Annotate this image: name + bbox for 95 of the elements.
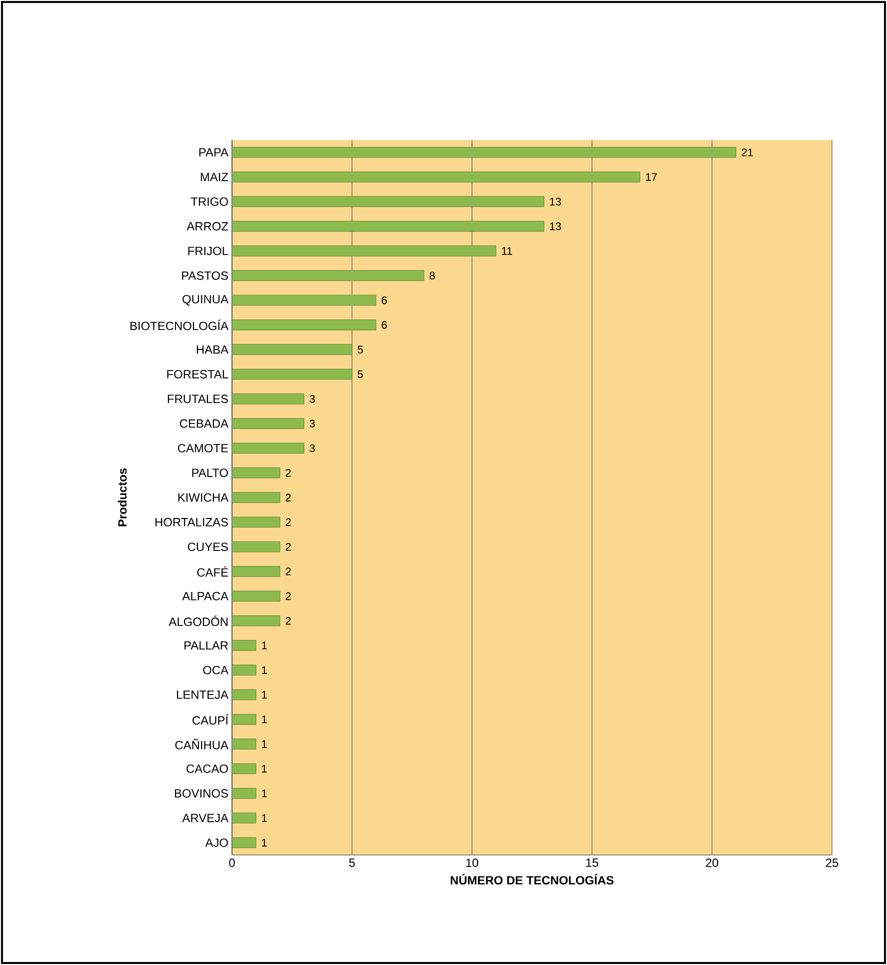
bar	[232, 788, 256, 799]
x-tick-label: 20	[706, 858, 718, 867]
data-label: 1	[262, 814, 267, 822]
y-tick-label: TRIGO	[190, 197, 228, 206]
y-tick-label: QUINUA	[182, 294, 228, 306]
bar	[232, 320, 376, 330]
bar	[232, 294, 376, 306]
bar	[232, 196, 544, 208]
bar	[232, 615, 280, 626]
y-tick-label: PALLAR	[184, 641, 228, 650]
y-tick-label: ALPACA	[182, 592, 228, 600]
y-tick-label: LENTEJA	[176, 690, 228, 699]
data-label: 5	[358, 346, 363, 354]
y-tick-label: OCA	[203, 666, 228, 674]
bar	[232, 714, 256, 725]
data-label: 1	[262, 838, 267, 846]
y-tick-label: BIOTECNOLOGÍA	[130, 320, 228, 330]
data-label: 1	[262, 666, 267, 674]
x-tick-label: 0	[229, 858, 235, 867]
data-label: 8	[430, 272, 435, 280]
y-tick-label: HORTALIZAS	[156, 518, 228, 526]
bar	[232, 837, 256, 848]
data-label: 2	[286, 469, 291, 477]
data-label: 2	[286, 542, 291, 551]
bar	[232, 368, 352, 380]
y-tick-label: CAUPÍ	[192, 714, 228, 725]
data-label: 2	[286, 616, 291, 625]
bar	[232, 246, 496, 256]
x-tick-label: 10	[466, 858, 478, 867]
data-label: 13	[550, 222, 561, 230]
bar	[232, 344, 352, 355]
data-label: 1	[262, 690, 267, 699]
data-label: 3	[310, 395, 315, 403]
bar	[232, 220, 544, 232]
y-tick-label: MAIZ	[200, 172, 228, 182]
bar	[232, 467, 280, 478]
y-tick-label: FORESTAL	[167, 370, 228, 378]
bar	[232, 640, 256, 651]
bar	[232, 270, 424, 281]
y-tick-label: PASTOS	[182, 271, 228, 280]
bar	[232, 590, 280, 602]
y-tick-label: AJO	[205, 838, 228, 847]
data-label: 11	[502, 247, 512, 255]
bar	[232, 812, 256, 824]
data-label: 2	[286, 592, 291, 600]
data-label: 6	[382, 321, 387, 329]
y-tick-label: ARROZ	[186, 222, 228, 231]
bar	[232, 442, 304, 454]
y-tick-label: CAMOTE	[178, 444, 228, 452]
x-tick-label: 5	[349, 858, 355, 867]
data-label: 6	[382, 296, 387, 304]
data-label: 1	[262, 740, 267, 748]
data-label: 3	[310, 420, 315, 428]
bar	[232, 418, 304, 429]
bar	[232, 738, 256, 750]
data-label: 1	[262, 642, 267, 650]
y-tick-label: FRIJOL	[188, 246, 228, 256]
data-label: 2	[286, 568, 291, 576]
y-tick-label: ALGODÓN	[168, 616, 228, 626]
data-label: 5	[358, 370, 363, 378]
bar	[232, 394, 304, 404]
data-label: 1	[262, 716, 267, 724]
y-tick-label: KIWICHA	[178, 493, 228, 502]
data-label: 17	[646, 173, 657, 181]
x-tick-label: 15	[586, 858, 598, 867]
y-tick-label: BOVINOS	[174, 789, 228, 798]
y-tick-label: PALTO	[192, 468, 228, 478]
bar	[232, 172, 640, 182]
x-tick-label: 25	[826, 858, 838, 867]
data-label: 3	[310, 444, 315, 452]
bar	[232, 541, 280, 552]
bar	[232, 689, 256, 700]
bar	[232, 146, 736, 158]
y-tick-label: CAÑIHUA	[175, 738, 228, 750]
bar	[232, 516, 280, 528]
bar	[232, 566, 280, 577]
data-label: 1	[262, 790, 267, 798]
data-label: 2	[286, 518, 291, 526]
y-tick-label: CAFÉ	[197, 566, 228, 577]
y-tick-label: FRUTALES	[168, 394, 228, 404]
bar	[232, 763, 256, 774]
x-axis-title: NÚMERO DE TECNOLOGÍAS	[450, 874, 614, 885]
y-tick-label: CACAO	[186, 764, 228, 773]
data-label: 21	[742, 148, 753, 156]
y-axis-title: Productos	[118, 468, 127, 526]
y-tick-label: CUYES	[188, 542, 228, 552]
bar	[232, 664, 256, 676]
data-label: 2	[286, 494, 291, 502]
data-label: 1	[262, 764, 267, 772]
y-tick-label: ARVEJA	[182, 814, 228, 822]
bar	[232, 492, 280, 503]
y-tick-label: PAPA	[199, 148, 228, 156]
y-tick-label: CEBADA	[180, 419, 228, 428]
data-label: 13	[550, 198, 561, 206]
y-tick-label: HABA	[196, 345, 228, 354]
